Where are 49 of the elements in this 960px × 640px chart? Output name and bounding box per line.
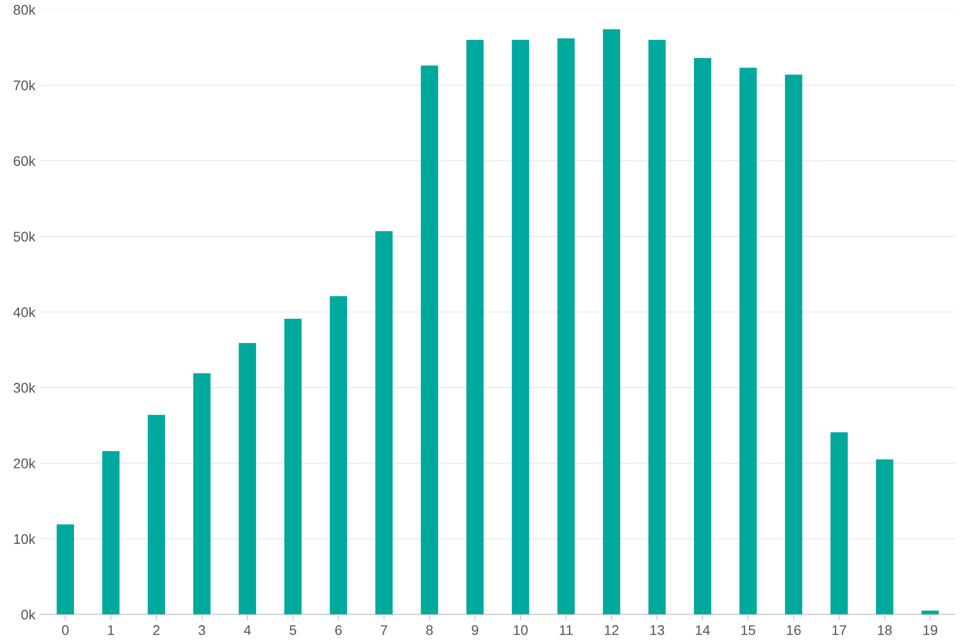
y-tick-label: 70k [14, 80, 36, 90]
bar [284, 318, 302, 614]
bar [694, 58, 712, 614]
y-tick-label: 20k [14, 458, 36, 468]
bar [648, 40, 666, 614]
x-tick-label: 12 [604, 625, 619, 635]
y-tick-label: 60k [14, 156, 36, 166]
bar [466, 40, 484, 614]
y-tick-label: 10k [14, 534, 36, 544]
bar [375, 231, 393, 614]
x-tick-label: 14 [696, 625, 710, 635]
x-tick-label: 7 [380, 625, 388, 635]
x-tick-label: 1 [108, 625, 114, 635]
y-tick-label: 30k [14, 382, 36, 393]
bar [56, 524, 74, 614]
x-tick-label: 19 [924, 625, 938, 636]
bar [148, 414, 166, 614]
x-tick-label: 11 [560, 625, 573, 635]
bar [830, 432, 848, 614]
bar [922, 610, 939, 614]
x-tick-label: 3 [198, 625, 206, 636]
x-tick-label: 15 [741, 625, 756, 636]
x-tick-label: 16 [786, 625, 801, 636]
bar [512, 40, 530, 614]
x-tick-label: 4 [244, 625, 251, 635]
bar [238, 342, 256, 614]
bar [739, 68, 757, 614]
bar [193, 373, 211, 614]
bar [876, 459, 894, 614]
x-tick-label: 13 [650, 625, 664, 636]
x-tick-label: 10 [514, 625, 528, 636]
y-tick-label: 40k [13, 306, 36, 318]
bar [557, 38, 575, 614]
y-tick-label: 0k [21, 609, 36, 620]
x-tick-label: 6 [335, 625, 342, 636]
bar [784, 74, 802, 614]
y-tick-label: 50k [14, 231, 36, 242]
x-tick-label: 17 [832, 625, 846, 635]
bar [420, 66, 438, 614]
bar [602, 29, 620, 614]
x-tick-label: 5 [290, 625, 296, 636]
bar [330, 296, 348, 614]
x-tick-label: 8 [426, 625, 433, 636]
x-tick-label: 2 [153, 625, 160, 635]
x-tick-label: 9 [472, 625, 478, 636]
bar [102, 451, 120, 614]
y-tick-label: 80k [14, 4, 36, 15]
x-tick-label: 18 [878, 625, 892, 636]
x-tick-label: 0 [62, 625, 69, 636]
